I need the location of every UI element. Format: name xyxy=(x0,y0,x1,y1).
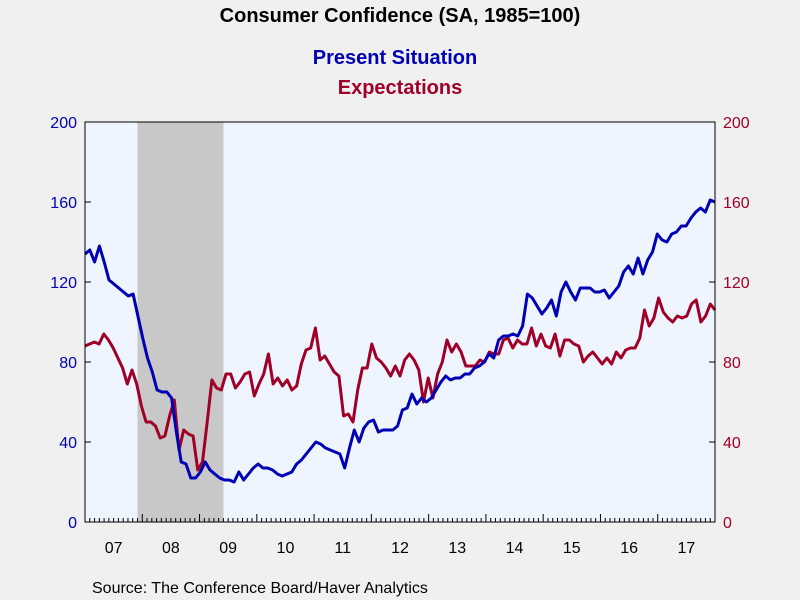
chart-title: Consumer Confidence (SA, 1985=100) xyxy=(220,5,581,27)
x-tick-label: 08 xyxy=(162,540,180,557)
x-tick-label: 07 xyxy=(105,540,123,557)
y-tick-label-left: 200 xyxy=(50,115,77,132)
source-note: Source: The Conference Board/Haver Analy… xyxy=(92,580,428,597)
x-tick-label: 11 xyxy=(334,540,351,557)
y-tick-label-left: 40 xyxy=(59,435,77,452)
x-tick-label: 10 xyxy=(277,540,295,557)
x-tick-label: 13 xyxy=(448,540,466,557)
plot-frame xyxy=(84,121,716,523)
y-tick-label-right: 120 xyxy=(723,275,750,292)
y-axis-right: 0 40 80 120 160 200 xyxy=(709,115,750,532)
x-tick-label: 14 xyxy=(506,540,524,557)
x-tick-label: 15 xyxy=(563,540,581,557)
y-tick-label-right: 0 xyxy=(723,515,732,532)
legend-expectations: Expectations xyxy=(338,77,462,99)
y-tick-label-right: 160 xyxy=(723,195,750,212)
series-line-expectations xyxy=(84,296,717,472)
x-tick-label: 12 xyxy=(391,540,409,557)
legend-present-situation: Present Situation xyxy=(313,47,477,69)
x-axis: 07 08 09 10 11 12 13 14 15 16 17 xyxy=(84,514,716,557)
y-tick-label-left: 80 xyxy=(59,355,77,372)
y-tick-label-left: 0 xyxy=(68,515,77,532)
x-tick-label: 09 xyxy=(219,540,237,557)
y-tick-label-left: 160 xyxy=(50,195,77,212)
y-tick-label-left: 120 xyxy=(50,275,77,292)
x-tick-label: 17 xyxy=(677,540,695,557)
y-axis-left: 0 40 80 120 160 200 xyxy=(50,115,91,532)
x-tick-label: 16 xyxy=(620,540,638,557)
y-tick-label-right: 200 xyxy=(723,115,750,132)
series-line-present-situation xyxy=(84,198,716,484)
y-tick-label-right: 40 xyxy=(723,435,741,452)
y-tick-label-right: 80 xyxy=(723,355,741,372)
